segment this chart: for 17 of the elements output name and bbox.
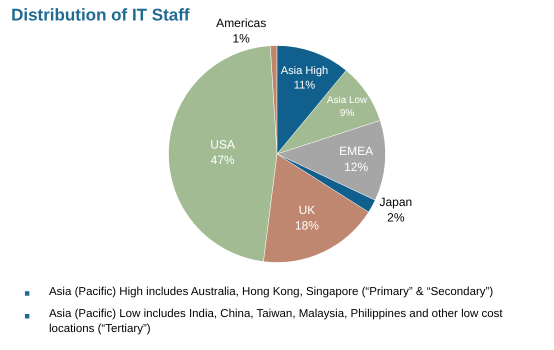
- text: Asia (Pacific) Low includes India, China, Taiwan, Malaysia, Philippines and other low cost locations (“Tertiary”): [49, 308, 504, 335]
- slice-label: Japan: [379, 194, 412, 209]
- text: Asia (Pacific) High includes Australia, Hong Kong, Singapore (“Primary” & “Secondary”): [49, 286, 494, 298]
- data-label: 2%: [387, 210, 405, 225]
- slice-label: Americas: [216, 16, 266, 30]
- data-label: 9%: [340, 108, 354, 120]
- data-label: 12%: [344, 160, 368, 174]
- data-label: 11%: [294, 80, 316, 92]
- slice-label: UK: [298, 203, 316, 218]
- data-label: 47%: [210, 153, 235, 168]
- slice-label: Asia Low: [326, 95, 368, 106]
- data-label: 18%: [294, 218, 320, 233]
- chart-title: Distribution of IT Staff: [11, 6, 190, 25]
- slice-label: USA: [210, 137, 235, 152]
- data-label: 1%: [232, 32, 250, 46]
- slice-label: EMEA: [339, 144, 374, 158]
- slice-label: Asia High: [280, 65, 328, 78]
